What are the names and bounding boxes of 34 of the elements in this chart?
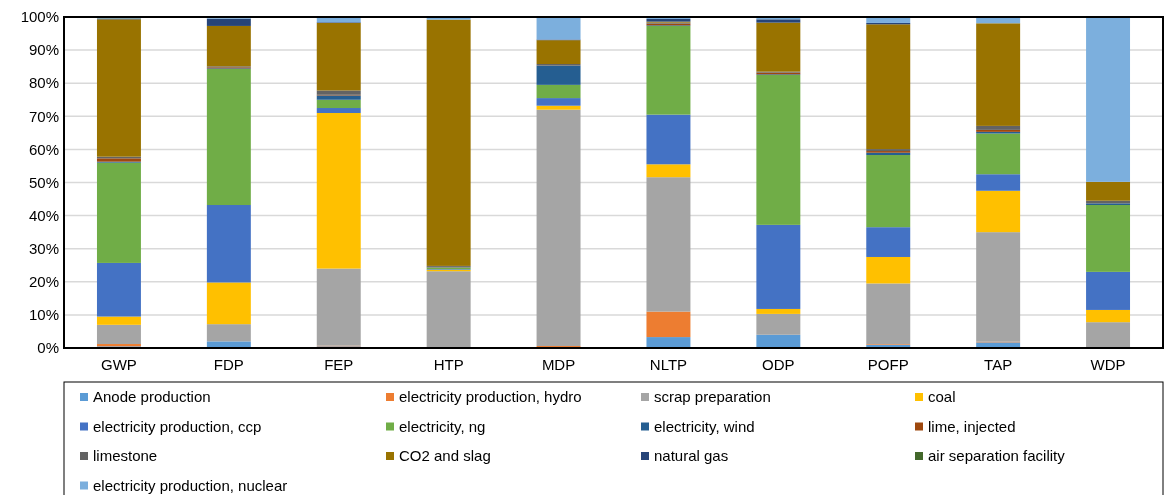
y-tick-label: 30% xyxy=(28,239,59,257)
y-tick-label: 20% xyxy=(28,273,59,291)
legend-label: electricity, ng xyxy=(399,417,486,435)
legend-label: CO2 and slag xyxy=(399,447,491,465)
y-tick-label: 10% xyxy=(28,306,59,324)
legend-label: natural gas xyxy=(654,447,729,465)
legend-label: scrap preparation xyxy=(654,388,771,406)
x-tick-label: ODP xyxy=(762,356,795,373)
x-tick-label: MDP xyxy=(541,356,576,373)
x-tick-label: FDP xyxy=(213,356,244,373)
legend-label: air separation facility xyxy=(928,447,1066,465)
x-tick-label: GWP xyxy=(101,356,137,373)
y-tick-label: 70% xyxy=(28,107,59,125)
legend-label: electricity, wind xyxy=(654,417,755,435)
legend-label: lime, injected xyxy=(928,417,1016,435)
x-tick-label: FEP xyxy=(324,356,354,373)
legend-label: limestone xyxy=(93,447,158,465)
y-tick-label: 0% xyxy=(37,339,59,357)
legend-label: coal xyxy=(928,388,956,406)
x-tick-label: NLTP xyxy=(649,356,688,373)
x-tick-label: HTP xyxy=(433,356,464,373)
legend-label: electricity production, hydro xyxy=(399,388,582,406)
y-tick-label: 90% xyxy=(28,41,59,59)
legend-label: electricity production, ccp xyxy=(93,417,262,435)
y-tick-label: 100% xyxy=(20,8,59,26)
x-tick-label: POFP xyxy=(867,356,909,373)
x-tick-label: TAP xyxy=(984,356,1013,373)
y-tick-label: 80% xyxy=(28,74,59,92)
y-tick-label: 40% xyxy=(28,206,59,224)
legend-label: electricity production, nuclear xyxy=(93,476,288,494)
y-tick-label: 60% xyxy=(28,140,59,158)
legend-label: Anode production xyxy=(93,388,211,406)
y-tick-label: 50% xyxy=(28,173,59,191)
x-tick-label: WDP xyxy=(1090,356,1126,373)
